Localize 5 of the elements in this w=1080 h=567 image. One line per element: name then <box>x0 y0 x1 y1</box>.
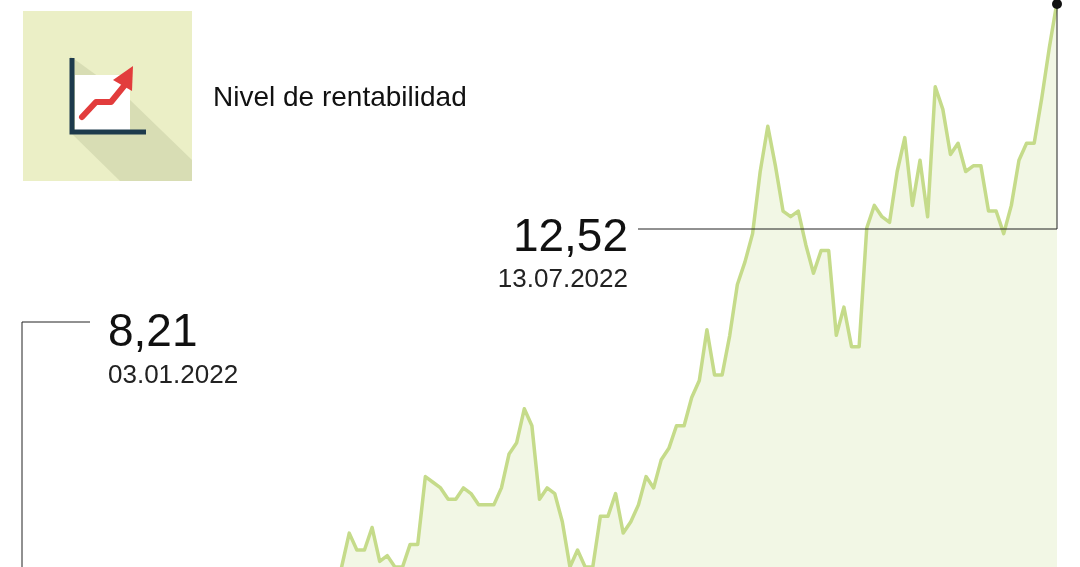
annotation: 03.01.2022 <box>108 359 239 389</box>
annotation: 13.07.2022 <box>497 263 628 293</box>
annotation: 8,21 <box>108 304 198 356</box>
text: Nivel de rentabilidad <box>213 81 467 112</box>
annotation: 12,52 <box>512 209 628 261</box>
